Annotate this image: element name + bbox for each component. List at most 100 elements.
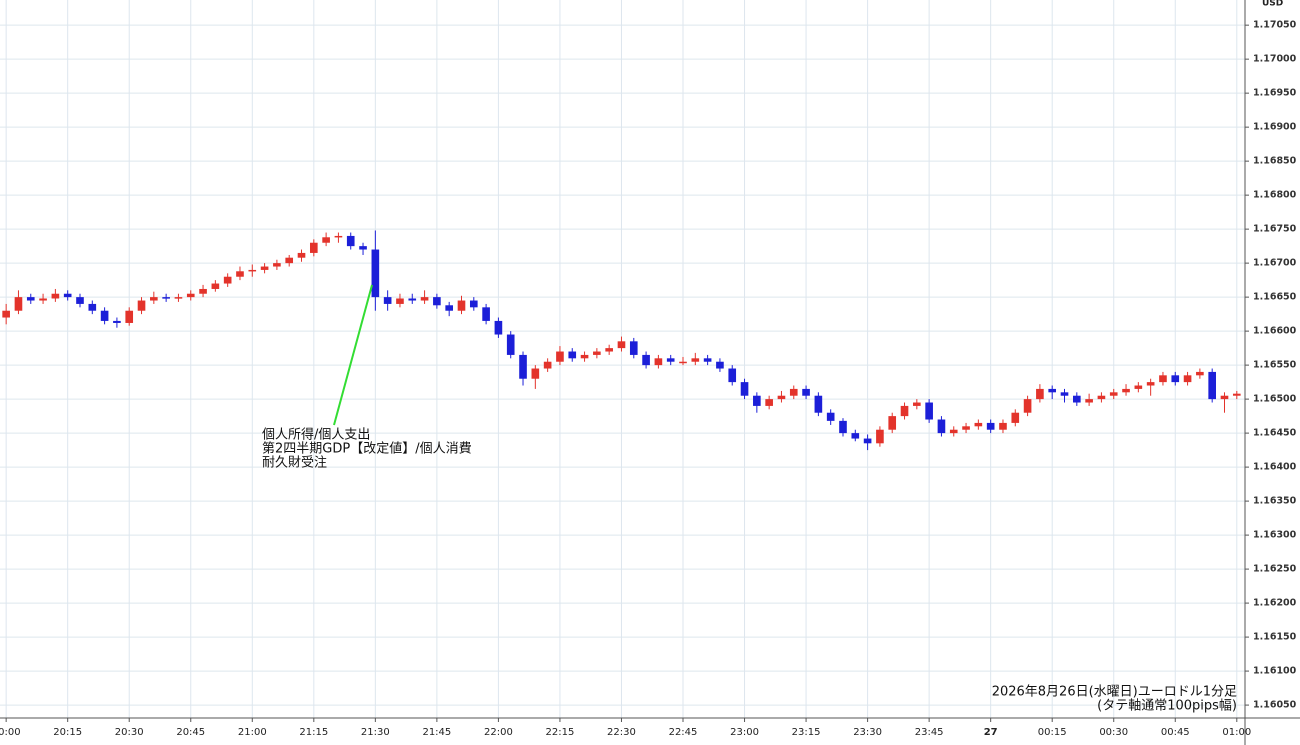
candle-body bbox=[125, 310, 134, 323]
y-tick-label: 1.16800 bbox=[1253, 190, 1297, 201]
candle-body bbox=[371, 249, 380, 298]
candle-body bbox=[777, 395, 786, 400]
candle-body bbox=[1085, 399, 1093, 403]
candle-body bbox=[962, 426, 970, 430]
candle-body bbox=[445, 305, 453, 311]
candle-body bbox=[876, 429, 884, 444]
candle-body bbox=[359, 246, 367, 250]
candle-body bbox=[568, 351, 577, 359]
candle-body bbox=[789, 388, 798, 396]
candle-body bbox=[494, 320, 503, 335]
candle-body bbox=[556, 351, 564, 362]
candle-body bbox=[593, 351, 601, 355]
candle-body bbox=[76, 297, 84, 304]
candle-body bbox=[223, 276, 232, 284]
candle-body bbox=[51, 293, 60, 299]
candle-body bbox=[666, 358, 675, 362]
candle-body bbox=[1011, 412, 1020, 423]
candle-body bbox=[162, 297, 170, 299]
y-tick-label: 1.16600 bbox=[1253, 326, 1297, 337]
candle-body bbox=[1122, 388, 1130, 393]
candle-body bbox=[1183, 375, 1192, 383]
candle-body bbox=[2, 310, 10, 318]
x-tick-label: 00:30 bbox=[1099, 727, 1128, 738]
candle-body bbox=[716, 361, 724, 369]
x-tick-label: 00:45 bbox=[1161, 727, 1190, 738]
y-tick-label: 1.16100 bbox=[1253, 666, 1297, 677]
candle-body bbox=[1220, 395, 1229, 400]
candle-body bbox=[888, 416, 897, 430]
y-tick-label: 1.16550 bbox=[1253, 360, 1297, 371]
candle-body bbox=[1146, 382, 1155, 386]
y-tick-label: 1.16050 bbox=[1253, 700, 1297, 711]
candle-body bbox=[137, 300, 146, 311]
y-tick-label: 1.16400 bbox=[1253, 462, 1297, 473]
candle-body bbox=[580, 354, 589, 359]
candle-body bbox=[346, 235, 355, 247]
candle-body bbox=[531, 368, 540, 379]
x-tick-label: 21:15 bbox=[299, 727, 328, 738]
y-tick-label: 1.16300 bbox=[1253, 530, 1297, 541]
candle-body bbox=[433, 297, 441, 306]
x-tick-label: 27 bbox=[984, 727, 998, 738]
candle-body bbox=[1072, 395, 1081, 403]
candle-body bbox=[236, 271, 244, 277]
candle-body bbox=[679, 361, 687, 364]
y-tick-label: 1.16500 bbox=[1253, 394, 1297, 405]
y-tick-label: 1.16350 bbox=[1253, 496, 1297, 507]
candle-body bbox=[900, 405, 909, 417]
candle-body bbox=[974, 422, 983, 427]
candle-body bbox=[457, 300, 466, 311]
candle-body bbox=[925, 402, 933, 420]
annotation: 第2四半期GDP【改定値】/個人消費 bbox=[262, 441, 472, 457]
candle-body bbox=[199, 288, 207, 294]
candle-body bbox=[14, 297, 23, 311]
y-axis-label: USD bbox=[1262, 0, 1283, 9]
candle-body bbox=[211, 283, 220, 289]
candle-body bbox=[753, 395, 761, 406]
annotation-pointer bbox=[333, 284, 373, 426]
x-tick-label: 01:00 bbox=[1222, 727, 1251, 738]
y-tick-label: 1.17050 bbox=[1253, 20, 1297, 31]
candle-body bbox=[617, 341, 626, 349]
candle-body bbox=[863, 438, 872, 444]
x-tick-label: 20:30 bbox=[115, 727, 144, 738]
annotation: 個人所得/個人支出 bbox=[262, 427, 370, 443]
candle-body bbox=[728, 368, 737, 383]
candle-body bbox=[297, 252, 306, 258]
x-tick-label: 20:15 bbox=[53, 727, 82, 738]
candle-body bbox=[1208, 371, 1216, 400]
candle-body bbox=[703, 358, 712, 362]
x-tick-label: 22:00 bbox=[484, 727, 513, 738]
candle-body bbox=[396, 298, 404, 304]
candle-body bbox=[63, 293, 72, 298]
y-tick-label: 1.16250 bbox=[1253, 564, 1297, 575]
x-tick-label: 23:45 bbox=[915, 727, 944, 738]
x-tick-label: 20:00 bbox=[0, 727, 21, 738]
y-tick-label: 1.16850 bbox=[1253, 156, 1297, 167]
y-tick-label: 1.16700 bbox=[1253, 258, 1297, 269]
candle-body bbox=[322, 237, 330, 243]
candle-body bbox=[1159, 375, 1167, 383]
candle-body bbox=[420, 297, 429, 301]
candle-body bbox=[1134, 385, 1143, 389]
y-tick-label: 1.16450 bbox=[1253, 428, 1297, 439]
candle-body bbox=[26, 297, 35, 301]
candle-body bbox=[519, 354, 527, 379]
grid bbox=[0, 0, 1245, 718]
candle-body bbox=[642, 354, 650, 366]
candle-body bbox=[605, 348, 613, 352]
candle-body bbox=[937, 419, 946, 434]
candle-body bbox=[629, 341, 638, 355]
candle-body bbox=[543, 361, 552, 369]
candle-body bbox=[1232, 393, 1241, 396]
x-tick-label: 20:45 bbox=[176, 727, 205, 738]
candle-body bbox=[39, 298, 47, 301]
candle-body bbox=[469, 300, 478, 308]
candles bbox=[2, 230, 1241, 451]
candle-body bbox=[260, 266, 269, 270]
x-tick-label: 21:00 bbox=[238, 727, 267, 738]
candle-body bbox=[740, 382, 749, 396]
candle-body bbox=[986, 422, 995, 430]
candle-body bbox=[814, 395, 823, 413]
